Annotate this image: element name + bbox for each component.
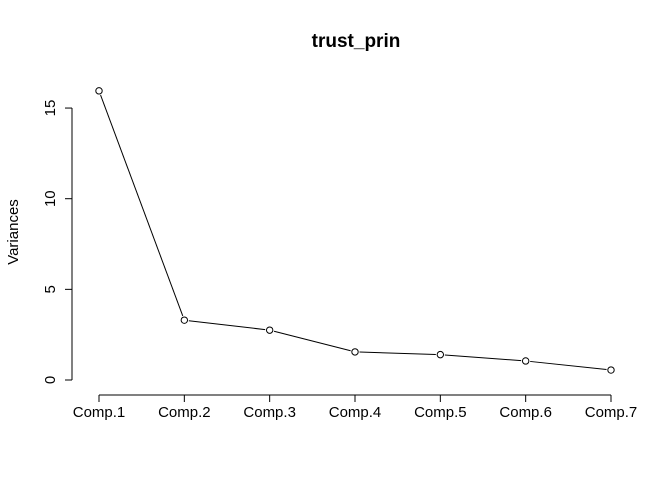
x-tick-label: Comp.5 [414,404,467,421]
data-point [521,357,530,365]
x-tick-label: Comp.1 [73,404,126,421]
series-segment [444,354,522,362]
data-point [95,87,103,95]
chart-title: trust_prin [312,31,401,52]
x-tick-label: Comp.3 [243,404,296,421]
x-tick-label: Comp.4 [329,404,382,421]
series-segment [188,320,266,331]
series-segment [359,351,436,355]
y-tick-label: 10 [42,190,59,207]
x-tick-label: Comp.6 [499,404,552,421]
y-tick-label: 15 [42,100,59,117]
data-point [180,316,189,324]
y-tick-label: 0 [42,376,59,384]
series-segment [100,94,184,317]
y-axis: 0 5 10 15 [42,100,73,384]
y-axis-label: Variances [5,199,22,265]
series-segment [273,330,351,352]
x-tick-label: Comp.2 [158,404,211,421]
data-point [351,348,359,356]
variance-series [95,87,615,374]
series-segment [530,360,607,371]
y-tick-label: 5 [42,285,59,293]
data-point [607,366,615,374]
x-tick-label: Comp.7 [585,404,638,421]
data-point [265,326,274,334]
x-axis: Comp.1 Comp.2 Comp.3 Comp.4 Comp.5 Comp.6 Comp… [73,394,638,421]
data-point [436,350,445,359]
